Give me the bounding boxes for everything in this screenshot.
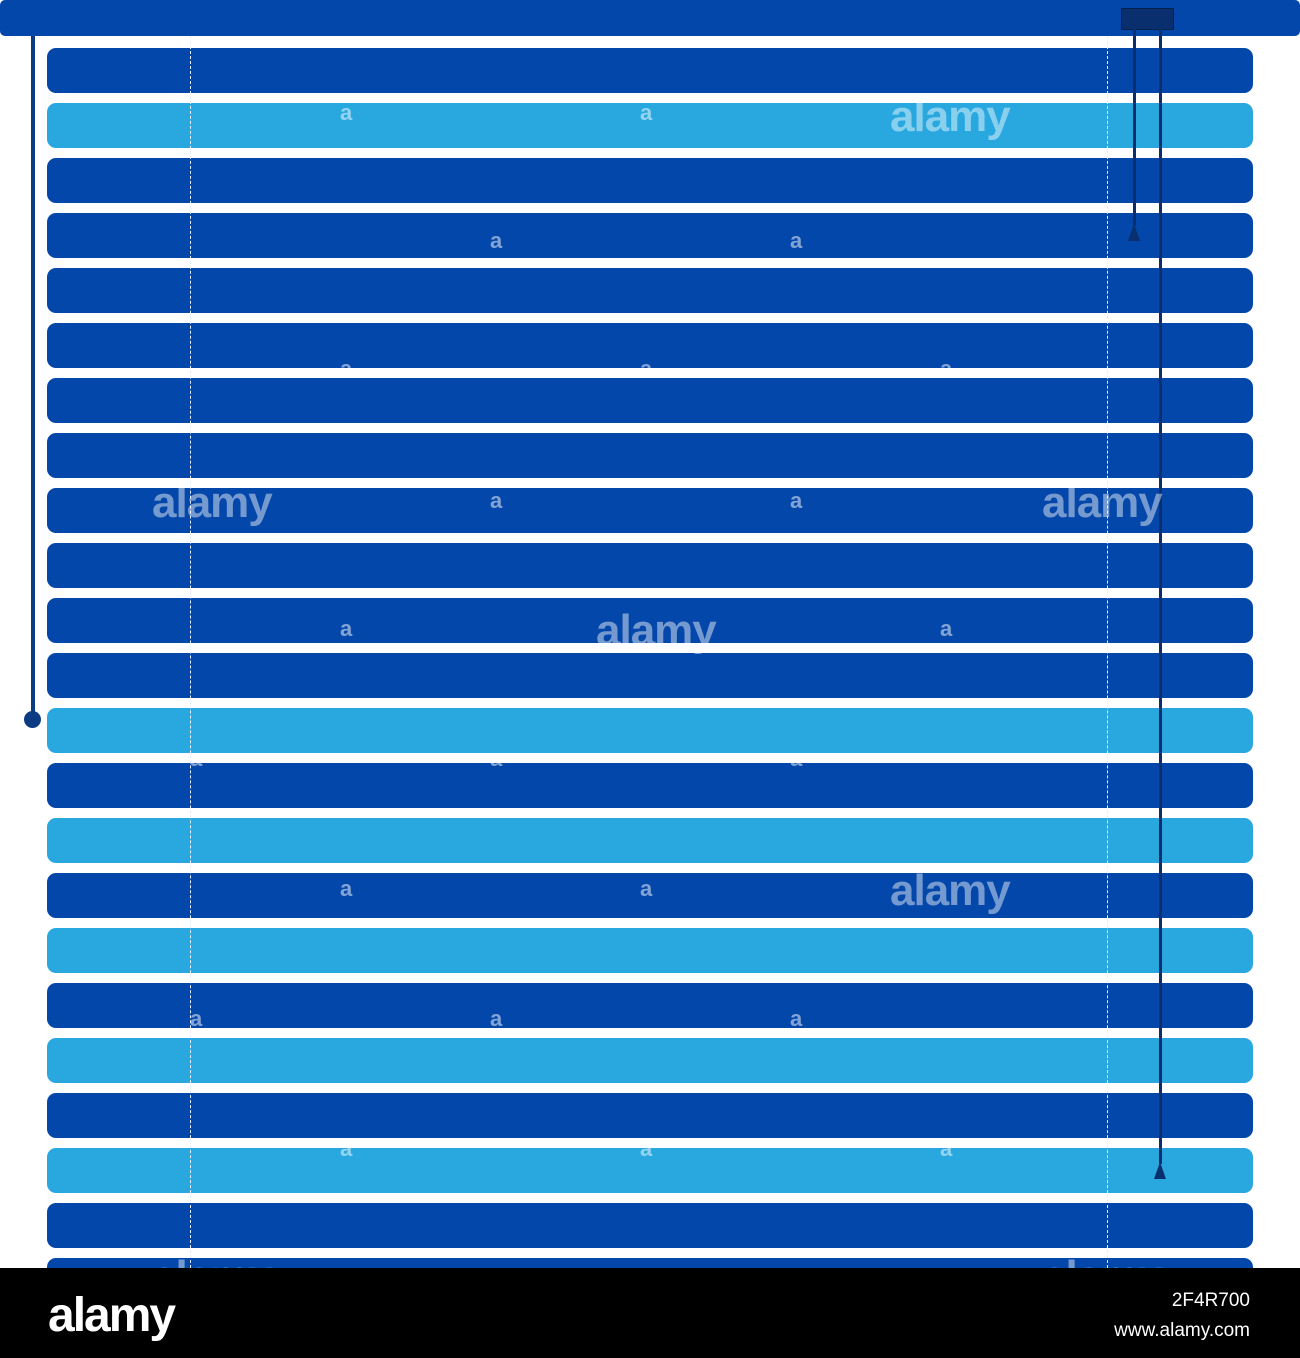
blind-slat-dark <box>47 433 1253 478</box>
blind-slat-dark <box>47 268 1253 313</box>
blind-slat-dark <box>47 1258 1253 1268</box>
alamy-logo: alamy <box>48 1289 176 1342</box>
blind-slat-dark <box>47 1203 1253 1248</box>
blind-slat-dark <box>47 543 1253 588</box>
blind-slat-dark <box>47 653 1253 698</box>
lift-cord-long[interactable] <box>1159 22 1162 1164</box>
site-url[interactable]: www.alamy.com <box>1114 1320 1250 1341</box>
tassel-icon[interactable] <box>1128 224 1140 241</box>
blind-slat-dark <box>47 1093 1253 1138</box>
head-rail <box>0 0 1300 36</box>
tassel-icon[interactable] <box>1154 1162 1166 1179</box>
blind-slat-dark <box>47 378 1253 423</box>
blind-slat-dark <box>47 873 1253 918</box>
lift-cord-short[interactable] <box>1133 22 1136 226</box>
blind-slat-light <box>47 818 1253 863</box>
window-blinds-illustration: alamy alamy alamy alamy alamy alamy alam… <box>0 0 1300 1268</box>
blind-slat-dark <box>47 598 1253 643</box>
blind-slat-light <box>47 1038 1253 1083</box>
stock-footer-bar: alamy 2F4R700 www.alamy.com <box>0 1268 1300 1358</box>
blind-slat-light <box>47 1148 1253 1193</box>
blind-slat-light <box>47 928 1253 973</box>
blind-slat-dark <box>47 763 1253 808</box>
blind-slat-light <box>47 103 1253 148</box>
blind-slat-dark <box>47 213 1253 258</box>
image-id: 2F4R700 <box>1171 1290 1250 1311</box>
cord-lock <box>1121 8 1174 30</box>
blind-slat-dark <box>47 488 1253 533</box>
blind-slat-dark <box>47 48 1253 93</box>
ladder-tape-left <box>190 36 191 1268</box>
blind-slat-dark <box>47 323 1253 368</box>
blind-slat-light <box>47 708 1253 753</box>
blind-slat-dark <box>47 983 1253 1028</box>
ladder-tape-right <box>1107 36 1108 1268</box>
tilt-wand[interactable] <box>31 36 35 718</box>
tilt-wand-knob[interactable] <box>24 711 41 728</box>
blind-slat-dark <box>47 158 1253 203</box>
